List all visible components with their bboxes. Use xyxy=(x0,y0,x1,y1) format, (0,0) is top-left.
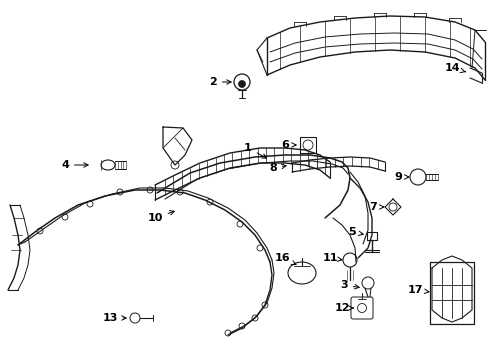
Text: 8: 8 xyxy=(268,163,285,173)
Text: 6: 6 xyxy=(281,140,296,150)
Text: 2: 2 xyxy=(209,77,231,87)
Text: 13: 13 xyxy=(102,313,126,323)
Text: 17: 17 xyxy=(407,285,428,295)
Circle shape xyxy=(238,81,245,87)
Text: 12: 12 xyxy=(334,303,352,313)
Text: 16: 16 xyxy=(274,253,295,265)
Text: 11: 11 xyxy=(322,253,341,263)
Text: 7: 7 xyxy=(368,202,383,212)
Bar xyxy=(429,262,473,324)
Text: 5: 5 xyxy=(347,227,363,237)
Text: 4: 4 xyxy=(61,160,88,170)
Text: 1: 1 xyxy=(244,143,266,158)
Text: 10: 10 xyxy=(147,211,174,223)
Text: 3: 3 xyxy=(340,280,359,290)
Text: 9: 9 xyxy=(393,172,408,182)
Text: 14: 14 xyxy=(443,63,465,73)
